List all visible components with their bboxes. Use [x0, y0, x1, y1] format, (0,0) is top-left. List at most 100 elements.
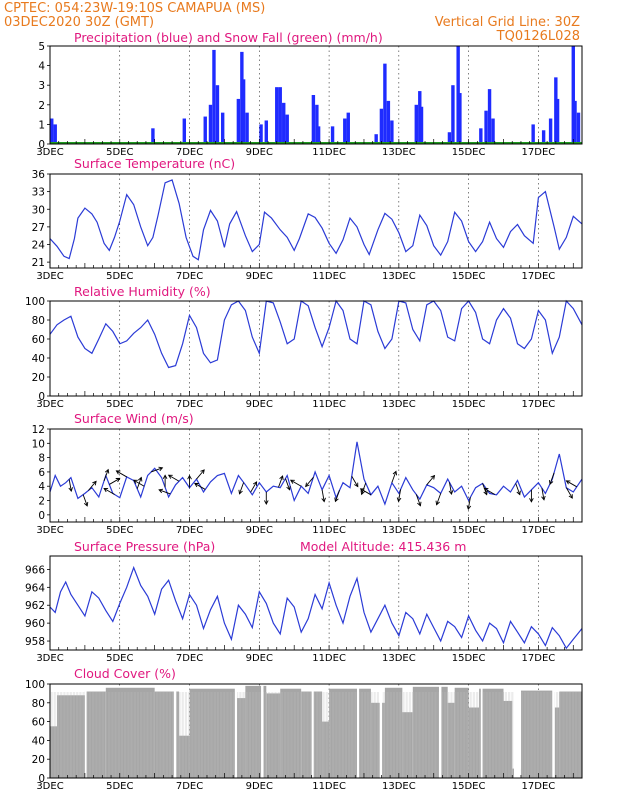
cloud-gap — [356, 684, 360, 778]
wind-arrow-head — [392, 470, 398, 476]
x-tick-label: 5DEC — [106, 271, 133, 282]
y-tick-label: 4 — [38, 61, 45, 73]
y-tick-label: 960 — [25, 618, 45, 630]
precip-bar — [390, 120, 394, 144]
plot-frame — [49, 300, 583, 397]
precip-bar — [541, 130, 546, 144]
precip-bar — [315, 104, 319, 144]
cloud-segment — [189, 688, 235, 778]
wind-arrow-shaft — [68, 479, 72, 492]
wind-arrow — [103, 488, 115, 495]
header-grid-note: Vertical Grid Line: 30Z — [435, 15, 580, 30]
wind-arrow-shaft — [360, 488, 372, 496]
y-tick-label: 958 — [25, 636, 45, 648]
wind-arrow-shaft — [467, 497, 471, 510]
wind-arrow — [466, 497, 472, 511]
precip-bar — [479, 128, 483, 144]
wind-arrow-shaft — [151, 467, 163, 473]
wind-arrow-head — [568, 494, 573, 499]
precip-bar — [491, 118, 495, 144]
panel-humidity: Relative Humidity (%) 0 20 40 60 80 100 3DEC 5D… — [25, 284, 583, 410]
x-tick-label: 11DEC — [312, 271, 346, 282]
wind-arrow-head — [289, 479, 295, 484]
panel-title-humidity: Relative Humidity (%) — [74, 284, 211, 299]
panel-title-wind: Surface Wind (m/s) — [74, 411, 194, 426]
x-tick-label: 3DEC — [36, 781, 63, 792]
wind-arrow-shaft — [158, 489, 171, 495]
y-tick-label: 4 — [38, 481, 45, 493]
y-tick-label: 0 — [38, 773, 45, 785]
wind-arrow — [529, 489, 534, 503]
wind-arrow-head — [115, 477, 121, 483]
wind-arrow-shaft — [426, 475, 435, 486]
x-tick-label: 3DEC — [36, 271, 63, 282]
x-tick-label: 13DEC — [382, 525, 416, 536]
x-tick-label: 11DEC — [312, 525, 346, 536]
wind-arrow — [565, 480, 577, 488]
wind-arrow — [483, 488, 496, 495]
series-line — [49, 299, 583, 369]
series-line — [49, 565, 583, 650]
x-tick-label: 15DEC — [452, 147, 486, 158]
wind-arrow-head — [68, 487, 73, 493]
precip-bar — [548, 118, 553, 144]
x-tick-label: 9DEC — [246, 399, 273, 410]
precip-bar — [278, 87, 282, 144]
cloud-segment — [50, 726, 57, 778]
x-tick-label: 15DEC — [452, 781, 486, 792]
wind-arrow-head — [435, 500, 440, 506]
x-tick-label: 9DEC — [246, 781, 273, 792]
precip-bar — [484, 110, 488, 144]
y-tick-label: 2 — [38, 100, 45, 112]
precip-bar — [182, 118, 187, 144]
wind-arrow-head — [279, 475, 284, 481]
x-tick-label: 3DEC — [36, 653, 63, 664]
plot-frame — [49, 45, 583, 145]
wind-arrow-shaft — [278, 475, 284, 488]
wind-arrow — [565, 487, 573, 499]
precip-bar — [330, 126, 335, 144]
wind-arrow-head — [83, 501, 89, 507]
cloud-segment — [468, 707, 480, 778]
wind-arrow-head — [354, 482, 359, 488]
y-tick-label: 0 — [38, 391, 45, 403]
precip-bar — [573, 100, 577, 144]
y-tick-label: 40 — [32, 353, 45, 365]
x-tick-label: 7DEC — [176, 399, 203, 410]
y-tick-label: 80 — [32, 315, 45, 327]
precip-bar — [451, 85, 455, 144]
x-tick-label: 17DEC — [522, 781, 556, 792]
plot-frame — [49, 683, 583, 779]
wind-arrow-shaft — [250, 481, 257, 493]
y-tick-label: 6 — [38, 467, 45, 479]
x-tick-label: 17DEC — [522, 147, 556, 158]
cloud-segment — [520, 690, 553, 778]
cloud-gap — [513, 684, 521, 778]
wind-arrow-shaft — [398, 489, 402, 502]
wind-arrow-shaft — [194, 483, 206, 490]
cloud-gap — [552, 684, 555, 778]
precip-bar — [236, 98, 241, 144]
precip-bar — [458, 93, 462, 144]
y-tick-label: 80 — [32, 698, 45, 710]
wind-arrow — [289, 479, 302, 487]
x-tick-label: 13DEC — [382, 653, 416, 664]
wind-arrow-head — [321, 497, 326, 503]
x-tick-label: 17DEC — [522, 525, 556, 536]
cloud-segment — [84, 691, 106, 778]
wind-arrow-head — [430, 474, 436, 480]
y-tick-label: 966 — [25, 564, 45, 576]
x-tick-label: 5DEC — [106, 147, 133, 158]
precip-bar — [241, 79, 246, 144]
precip-bar — [151, 128, 155, 144]
y-tick-label: 964 — [25, 582, 45, 594]
y-tick-label: 8 — [38, 453, 45, 465]
wind-arrow-head — [396, 497, 402, 503]
precip-bar — [418, 91, 422, 144]
y-tick-label: 962 — [25, 600, 45, 612]
wind-arrow-head — [158, 466, 164, 472]
wind-arrow-head — [417, 501, 422, 507]
precip-bar — [554, 77, 558, 144]
panel-title-pressure: Surface Pressure (hPa) — [74, 539, 215, 554]
